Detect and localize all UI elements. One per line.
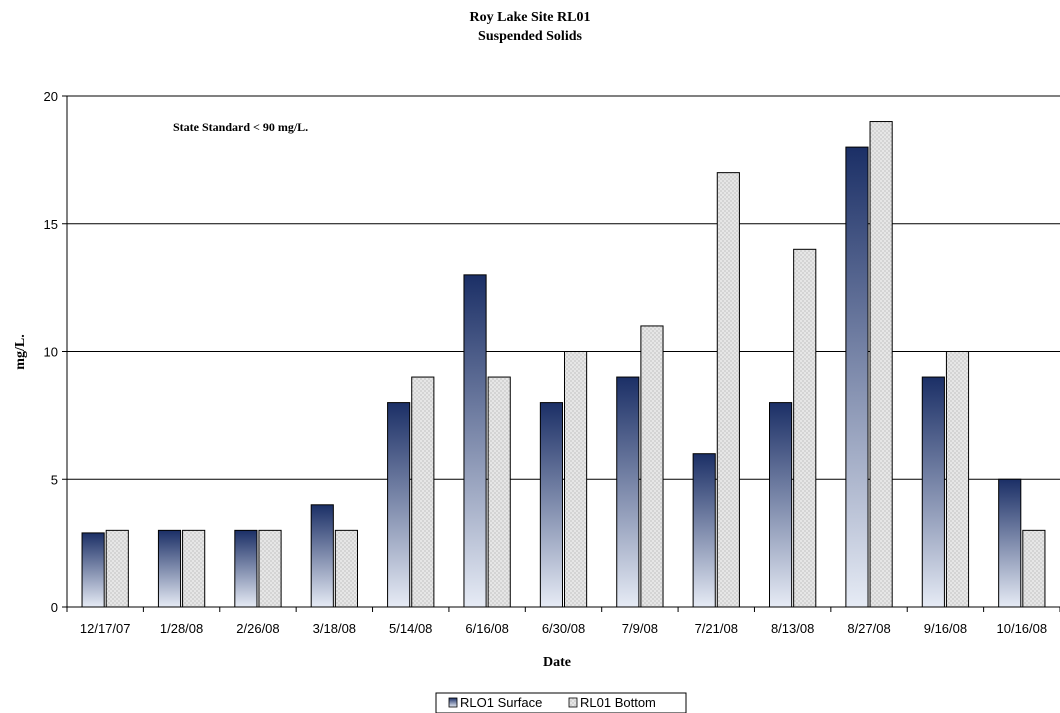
bar-surface xyxy=(845,146,869,608)
x-tick-label: 8/27/08 xyxy=(847,621,890,636)
bar-bottom xyxy=(105,529,129,608)
bar-bottom xyxy=(334,529,358,608)
axes xyxy=(66,96,1060,608)
bar-bottom xyxy=(182,529,206,608)
x-tick-label: 6/30/08 xyxy=(542,621,585,636)
y-tick-label: 15 xyxy=(44,217,58,232)
gridlines xyxy=(67,95,1060,480)
x-tick-label: 7/21/08 xyxy=(695,621,738,636)
bar-surface xyxy=(616,376,640,608)
x-tick-label: 12/17/07 xyxy=(80,621,131,636)
x-tick-label: 10/16/08 xyxy=(997,621,1048,636)
bar-surface xyxy=(310,504,334,608)
bar-surface xyxy=(539,402,563,608)
y-tick-labels: 0 5 10 15 20 xyxy=(44,89,67,615)
chart-subtitle: Suspended Solids xyxy=(478,29,582,44)
x-tick-label: 9/16/08 xyxy=(924,621,967,636)
bar-surface xyxy=(692,453,716,608)
annotation-text: State Standard < 90 mg/L. xyxy=(173,120,308,134)
bar-surface xyxy=(769,402,793,608)
y-tick-label: 20 xyxy=(44,89,58,104)
x-axis-label: Date xyxy=(543,655,571,670)
bar-surface xyxy=(463,274,487,608)
bar-surface xyxy=(998,478,1022,608)
bar-surface xyxy=(387,402,411,608)
bar-bottom xyxy=(945,351,970,608)
bar-bottom xyxy=(258,529,282,608)
legend-frame xyxy=(435,692,687,713)
bar-bottom xyxy=(793,248,817,608)
y-tick-label: 5 xyxy=(51,472,58,487)
legend-swatch-surface xyxy=(448,697,458,708)
bar-bottom xyxy=(487,376,511,608)
bar-surface xyxy=(921,376,945,608)
chart-title: Roy Lake Site RL01 xyxy=(470,10,591,25)
y-tick-label: 0 xyxy=(51,600,58,615)
bar-surface xyxy=(81,532,105,608)
x-tick-labels: 12/17/07 1/28/08 2/26/08 3/18/08 5/14/08 6/16… xyxy=(66,607,1060,636)
x-tick-label: 2/26/08 xyxy=(236,621,279,636)
x-tick-label: 1/28/08 xyxy=(160,621,203,636)
bar-bottom xyxy=(411,376,435,608)
bar-surface xyxy=(234,529,258,608)
x-tick-label: 6/16/08 xyxy=(465,621,508,636)
y-axis-label: mg/L. xyxy=(13,334,28,369)
bar-bottom xyxy=(564,351,588,608)
legend: RLO1 Surface RL01 Bottom xyxy=(435,692,687,713)
bar-bottom xyxy=(869,121,893,608)
bars xyxy=(81,121,1046,608)
bar-bottom xyxy=(716,172,740,608)
x-tick-label: 7/9/08 xyxy=(622,621,658,636)
bar-bottom xyxy=(1022,529,1046,608)
legend-label-surface: RLO1 Surface xyxy=(460,695,542,710)
y-tick-label: 10 xyxy=(44,345,58,360)
bar-bottom xyxy=(640,325,664,608)
legend-swatch-bottom xyxy=(568,697,578,708)
legend-label-bottom: RL01 Bottom xyxy=(580,695,656,710)
x-tick-label: 3/18/08 xyxy=(313,621,356,636)
bar-surface xyxy=(157,529,182,608)
x-tick-label: 5/14/08 xyxy=(389,621,432,636)
x-tick-label: 8/13/08 xyxy=(771,621,814,636)
